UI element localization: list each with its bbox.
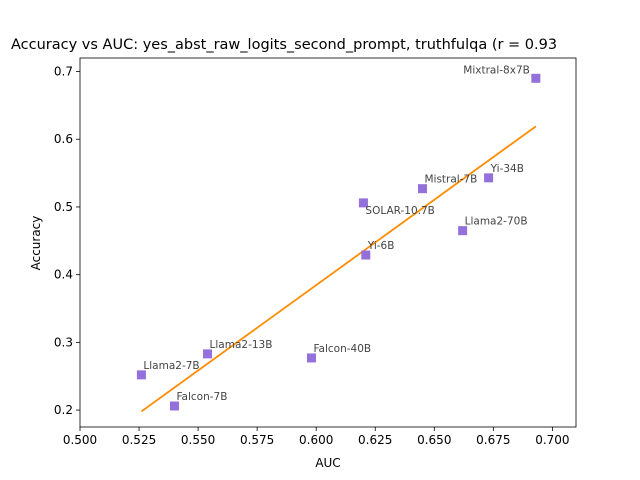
x-axis-label: AUC <box>315 456 340 470</box>
y-tick-label: 0.3 <box>54 335 73 349</box>
y-axis-ticks: 0.2 0.3 0.4 0.5 0.6 0.7 <box>54 65 80 417</box>
data-point <box>203 349 213 359</box>
points-layer <box>136 73 541 411</box>
point-label: Mixtral-8x7B <box>463 64 530 76</box>
fit-line <box>140 125 537 413</box>
data-point <box>169 401 179 411</box>
fit-line-layer <box>140 125 537 413</box>
data-point <box>306 353 316 363</box>
point-label: Yi-34B <box>490 163 524 175</box>
x-tick-label: 0.550 <box>181 433 215 447</box>
point-label: Mistral-7B <box>424 174 477 186</box>
point-label: Falcon-7B <box>176 391 227 403</box>
x-tick-label: 0.600 <box>299 433 333 447</box>
x-tick-label: 0.625 <box>358 433 392 447</box>
point-label: SOLAR-10.7B <box>365 205 434 217</box>
x-tick-label: 0.500 <box>63 433 97 447</box>
plot-frame <box>79 57 577 428</box>
y-tick-label: 0.5 <box>54 200 73 214</box>
x-tick-label: 0.675 <box>476 433 510 447</box>
x-tick-label: 0.575 <box>240 433 274 447</box>
point-labels-layer: Mixtral-8x7B Yi-34B Mistral-7B SOLAR-10.7B L… <box>143 64 529 403</box>
data-point <box>417 184 427 194</box>
x-tick-label: 0.525 <box>122 433 156 447</box>
point-label: Llama2-70B <box>465 216 528 228</box>
y-tick-label: 0.7 <box>54 65 73 79</box>
data-point <box>361 250 371 260</box>
data-point <box>358 198 368 208</box>
y-tick-label: 0.6 <box>54 132 73 146</box>
plot-area <box>79 57 577 428</box>
y-axis-label: Accuracy <box>29 216 43 271</box>
point-label: Llama2-13B <box>210 339 273 351</box>
x-axis-ticks: 0.500 0.525 0.550 0.575 0.600 0.625 0.650 0.675… <box>63 427 570 447</box>
y-tick-label: 0.4 <box>54 268 73 282</box>
point-label: Falcon-40B <box>313 343 371 355</box>
data-point <box>531 73 541 83</box>
point-label: Llama2-7B <box>143 360 199 372</box>
chart-title: Accuracy vs AUC: yes_abst_raw_logits_sec… <box>11 37 557 53</box>
x-tick-label: 0.650 <box>417 433 451 447</box>
x-tick-label: 0.700 <box>535 433 569 447</box>
data-point <box>136 370 146 380</box>
y-tick-label: 0.2 <box>54 403 73 417</box>
point-label: Yi-6B <box>367 240 395 252</box>
data-point <box>484 173 494 183</box>
data-point <box>458 226 468 236</box>
